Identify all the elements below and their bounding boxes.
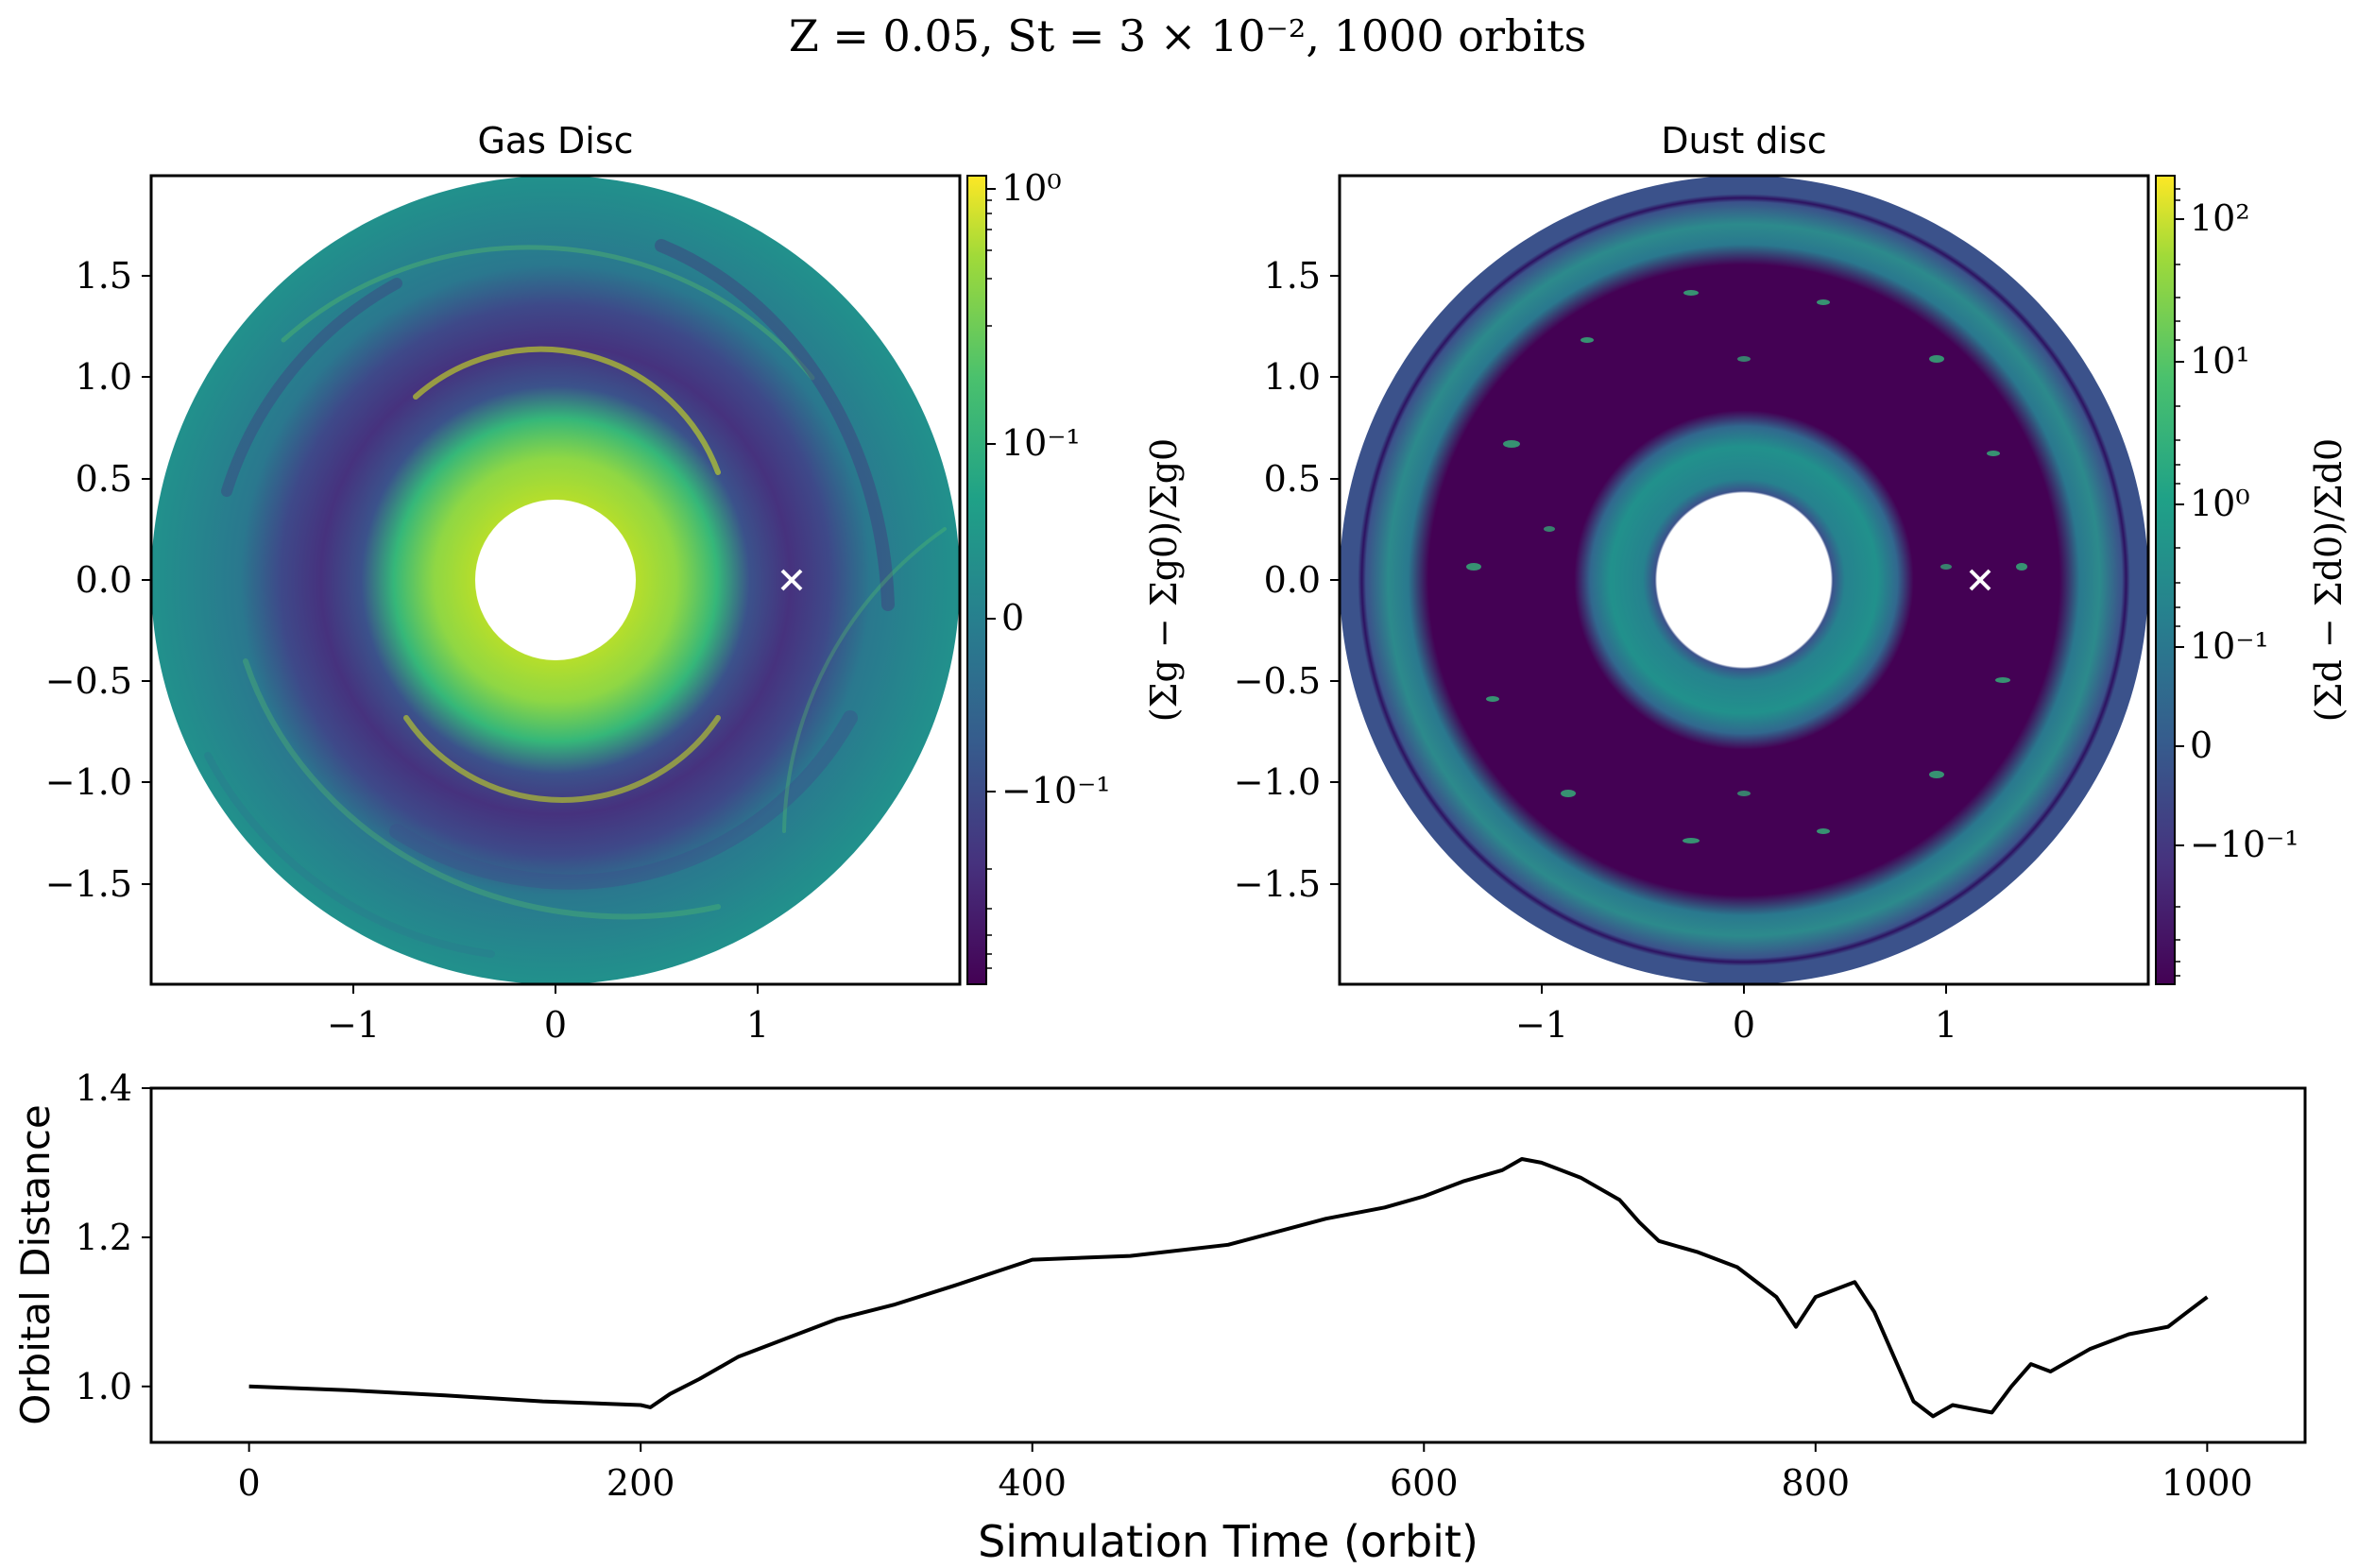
orbital-distance-plot: 0 200 400 600 800 1000 1.0 1.2 1.4 Simulation T… bbox=[12, 1067, 2307, 1567]
dust-disc-y-tick: −1.5 bbox=[1234, 863, 1321, 905]
line-plot-x-tick: 800 bbox=[1782, 1462, 1851, 1504]
gas-colorbar-tick: −10⁻¹ bbox=[1001, 770, 1110, 811]
line-plot-x-tick: 0 bbox=[238, 1462, 261, 1504]
gas-disc-y-tick: 0.0 bbox=[76, 559, 132, 601]
dust-disc-colorbar: 10² 10¹ 10⁰ 10⁻¹ 0 −10⁻¹ (Σd − Σd0)/Σd0 bbox=[2155, 175, 2349, 985]
dust-colorbar-tick: −10⁻¹ bbox=[2190, 824, 2298, 865]
gas-disc-x-tick: 1 bbox=[746, 1004, 769, 1046]
line-plot-x-tick: 200 bbox=[607, 1462, 675, 1504]
gas-disc-title: Gas Disc bbox=[477, 120, 633, 162]
dust-colorbar-tick: 0 bbox=[2190, 724, 2213, 766]
gas-disc-panel: Gas Disc bbox=[45, 120, 1185, 1046]
orbital-distance-line bbox=[248, 1157, 2209, 1419]
gas-disc-colorbar: 10⁰ 10⁻¹ 0 −10⁻¹ (Σg − Σg0)/Σg0 bbox=[966, 167, 1185, 985]
dust-disc-y-tick: 1.0 bbox=[1264, 356, 1321, 398]
dust-disc-y-tick: −1.0 bbox=[1234, 761, 1321, 803]
line-plot-y-tick: 1.2 bbox=[76, 1217, 132, 1258]
dust-disc-texture bbox=[1466, 290, 2027, 844]
dust-disc-y-tick: 1.5 bbox=[1264, 255, 1321, 297]
dust-disc-y-tick: −0.5 bbox=[1234, 660, 1321, 702]
dust-disc-x-tick: 1 bbox=[1935, 1004, 1957, 1046]
gas-disc-x-axis bbox=[352, 984, 759, 994]
line-plot-x-tick: 600 bbox=[1390, 1462, 1459, 1504]
gas-disc-x-tick: 0 bbox=[544, 1004, 567, 1046]
gas-colorbar-tick: 10⁻¹ bbox=[1001, 422, 1081, 464]
dust-disc-marker bbox=[1969, 569, 1991, 591]
dust-disc-panel: Dust disc bbox=[1234, 120, 2349, 1046]
figure-title: Z = 0.05, St = 3 × 10⁻², 1000 orbits bbox=[789, 10, 1586, 61]
dust-colorbar-tick: 10⁻¹ bbox=[2190, 625, 2269, 667]
gas-disc-marker bbox=[780, 569, 803, 591]
line-plot-y-tick: 1.0 bbox=[76, 1366, 132, 1407]
dust-colorbar-tick: 10¹ bbox=[2190, 340, 2250, 382]
gas-colorbar-tick: 10⁰ bbox=[1001, 167, 1062, 209]
line-plot-series bbox=[248, 1157, 2209, 1419]
line-plot-x-tick: 400 bbox=[998, 1462, 1067, 1504]
dust-colorbar-label: (Σd − Σd0)/Σd0 bbox=[2308, 438, 2349, 722]
gas-disc-texture bbox=[204, 239, 947, 958]
dust-disc-hole bbox=[1657, 493, 1831, 667]
line-plot-xlabel: Simulation Time (orbit) bbox=[978, 1516, 1478, 1567]
dust-colorbar-tick: 10² bbox=[2190, 197, 2250, 239]
line-plot-ylabel: Orbital Distance bbox=[12, 1104, 59, 1425]
gas-colorbar-tick: 0 bbox=[1001, 597, 1024, 639]
gas-disc-x-tick: −1 bbox=[327, 1004, 380, 1046]
gas-disc-y-tick: −1.5 bbox=[45, 863, 132, 905]
line-plot-x-axis: 0 200 400 600 800 1000 bbox=[238, 1442, 2253, 1504]
gas-disc-y-tick: 1.0 bbox=[76, 356, 132, 398]
gas-disc-y-tick: −1.0 bbox=[45, 761, 132, 803]
dust-disc-x-tick: −1 bbox=[1515, 1004, 1568, 1046]
dust-colorbar-tick: 10⁰ bbox=[2190, 483, 2250, 524]
line-plot-x-tick: 1000 bbox=[2161, 1462, 2253, 1504]
gas-disc-y-tick: 0.5 bbox=[76, 458, 132, 500]
line-plot-frame bbox=[149, 1086, 2307, 1444]
dust-disc-title: Dust disc bbox=[1661, 120, 1827, 162]
dust-disc-y-tick: 0.0 bbox=[1264, 559, 1321, 601]
dust-disc-y-tick: 0.5 bbox=[1264, 458, 1321, 500]
gas-disc-y-axis bbox=[142, 275, 151, 885]
gas-disc-hole bbox=[475, 500, 636, 660]
gas-disc-y-tick: 1.5 bbox=[76, 255, 132, 297]
dust-disc-x-axis bbox=[1541, 984, 1947, 994]
line-plot-y-tick: 1.4 bbox=[76, 1067, 132, 1109]
gas-colorbar-label: (Σg − Σg0)/Σg0 bbox=[1143, 438, 1185, 722]
dust-disc-x-tick: 0 bbox=[1733, 1004, 1755, 1046]
dust-disc-y-axis bbox=[1330, 275, 1340, 885]
gas-disc-y-tick: −0.5 bbox=[45, 660, 132, 702]
line-plot-y-axis: 1.0 1.2 1.4 bbox=[76, 1067, 151, 1407]
